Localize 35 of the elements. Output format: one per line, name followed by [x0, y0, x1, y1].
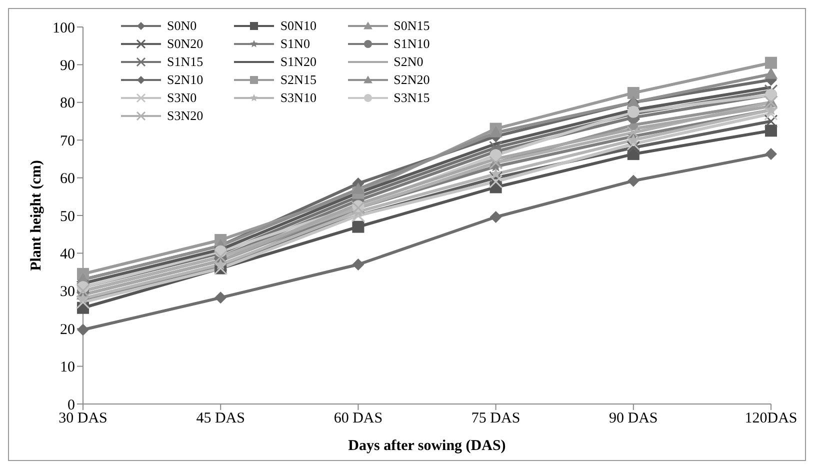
- x-tick-label: 60 DAS: [334, 410, 383, 427]
- x-tick-label: 45 DAS: [196, 410, 245, 427]
- y-tick-label: 40: [60, 246, 75, 263]
- y-axis-title: Plant height (cm): [28, 160, 44, 271]
- y-tick-label: 80: [60, 96, 75, 112]
- y-tick-label: 60: [60, 171, 75, 188]
- legend-label: S2N15: [280, 72, 316, 88]
- legend-label: S1N15: [167, 54, 204, 70]
- y-tick-label: 100: [52, 20, 75, 36]
- y-tick-label: 90: [60, 58, 75, 74]
- x-tick-label: 120DAS: [744, 410, 798, 427]
- legend-label: S0N0: [167, 18, 197, 34]
- x-tick-label: 30 DAS: [58, 410, 108, 427]
- x-axis-title: Days after sowing (DAS): [348, 438, 506, 454]
- legend-label: S0N10: [280, 18, 316, 34]
- y-tick-label: 30: [60, 284, 75, 300]
- x-tick-label: 75 DAS: [471, 410, 520, 427]
- legend-label: S0N15: [394, 18, 430, 34]
- legend-label: S2N10: [167, 72, 204, 88]
- y-tick-label: 50: [60, 208, 75, 225]
- legend-label: S3N10: [280, 90, 316, 106]
- legend-label: S2N0: [394, 54, 424, 70]
- legend-label: S3N0: [167, 90, 197, 106]
- y-tick-label: 0: [68, 397, 75, 414]
- legend-label: S1N20: [280, 54, 316, 70]
- y-tick-label: 10: [60, 360, 75, 376]
- legend-label: S3N20: [167, 108, 204, 124]
- legend-label: S1N10: [394, 36, 430, 52]
- legend-label: S2N20: [394, 72, 430, 88]
- y-tick-label: 70: [60, 133, 75, 150]
- legend-label: S0N20: [167, 36, 204, 52]
- legend-label: S3N15: [394, 90, 430, 106]
- x-tick-label: 90 DAS: [609, 410, 658, 427]
- y-tick-label: 20: [60, 322, 75, 338]
- legend-label: S1N0: [280, 36, 310, 52]
